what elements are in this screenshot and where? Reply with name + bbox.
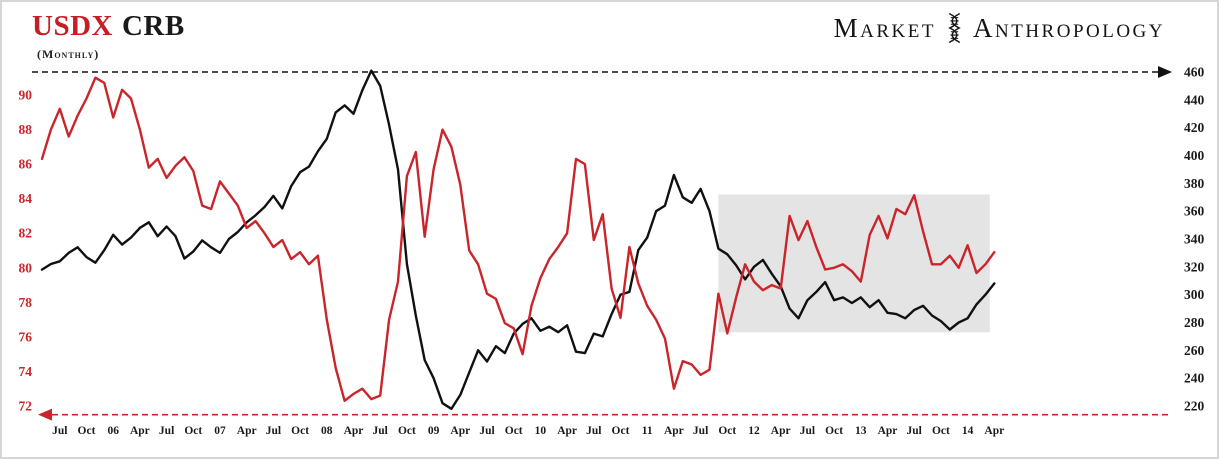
- right-axis-tick-label: 440: [1184, 92, 1205, 107]
- x-axis-tick-label: Apr: [664, 425, 684, 437]
- left-axis-tick-label: 90: [19, 88, 33, 103]
- left-axis-tick-label: 72: [19, 399, 33, 414]
- x-axis-tick-label: Oct: [612, 425, 630, 437]
- x-axis-tick-label: Jul: [266, 425, 281, 437]
- left-axis-tick-label: 80: [19, 260, 33, 275]
- x-axis-tick-label: Jul: [159, 425, 174, 437]
- x-axis-tick-label: Jul: [479, 425, 494, 437]
- left-axis-tick-label: 74: [19, 364, 33, 379]
- x-axis-tick-label: Oct: [184, 425, 202, 437]
- right-axis-tick-label: 260: [1184, 343, 1205, 358]
- x-axis-tick-label: Jul: [586, 425, 601, 437]
- x-axis-tick-label: Jul: [800, 425, 815, 437]
- x-axis-tick-label: Jul: [693, 425, 708, 437]
- x-axis-tick-label: 08: [321, 425, 333, 437]
- right-axis-tick-label: 340: [1184, 232, 1205, 247]
- x-axis-tick-label: Oct: [398, 425, 416, 437]
- x-axis-tick-label: 06: [107, 425, 119, 437]
- right-axis-tick-label: 280: [1184, 315, 1205, 330]
- x-axis-tick-label: Apr: [450, 425, 470, 437]
- consolidation-box: [718, 194, 990, 333]
- x-axis-tick-label: 14: [962, 425, 974, 437]
- brand-word-market: Market: [833, 12, 936, 43]
- left-axis-tick-label: 78: [19, 295, 33, 310]
- x-axis-tick-label: Apr: [878, 425, 898, 437]
- left-axis-tick-label: 82: [19, 226, 33, 241]
- left-axis-tick-label: 88: [19, 122, 33, 137]
- resistance-arrow-icon: [1158, 66, 1172, 78]
- left-axis-tick-label: 76: [19, 329, 33, 344]
- x-axis-tick-label: 11: [642, 425, 653, 437]
- left-axis-tick-label: 84: [19, 191, 33, 206]
- x-axis-tick-label: Oct: [291, 425, 309, 437]
- chart-title: USDX CRB: [32, 10, 185, 43]
- x-axis-tick-label: Jul: [52, 425, 67, 437]
- x-axis-tick-label: 13: [855, 425, 867, 437]
- right-axis-tick-label: 380: [1184, 176, 1205, 191]
- x-axis-tick-label: 10: [535, 425, 547, 437]
- x-axis-tick-label: Apr: [237, 425, 257, 437]
- x-axis-tick-label: Oct: [932, 425, 950, 437]
- x-axis-tick-label: Apr: [130, 425, 150, 437]
- right-axis-tick-label: 300: [1184, 287, 1205, 302]
- right-axis-tick-label: 420: [1184, 120, 1205, 135]
- brand-logo: Market Anthropology: [834, 12, 1165, 44]
- right-axis-tick-label: 320: [1184, 259, 1205, 274]
- x-axis-tick-label: 07: [214, 425, 226, 437]
- left-axis-tick-label: 86: [19, 157, 33, 172]
- x-axis-tick-label: Oct: [825, 425, 843, 437]
- right-axis-tick-label: 400: [1184, 148, 1205, 163]
- x-axis-tick-label: Oct: [718, 425, 736, 437]
- x-axis-tick-label: Apr: [344, 425, 364, 437]
- support-arrow-icon: [38, 408, 52, 421]
- x-axis-tick-label: Oct: [78, 425, 96, 437]
- x-axis-tick-label: 12: [748, 425, 760, 437]
- x-axis-tick-label: Jul: [373, 425, 388, 437]
- x-axis-tick-label: Oct: [505, 425, 523, 437]
- right-axis-tick-label: 460: [1184, 65, 1205, 80]
- dna-icon: [948, 13, 961, 43]
- x-axis-tick-label: Jul: [907, 425, 922, 437]
- x-axis-tick-label: 09: [428, 425, 440, 437]
- right-axis-tick-label: 360: [1184, 204, 1205, 219]
- title-crb: CRB: [121, 10, 185, 42]
- brand-word-anthropology: Anthropology: [973, 12, 1165, 43]
- crb-line: [40, 69, 996, 410]
- right-axis-tick-label: 240: [1184, 371, 1205, 386]
- title-usdx: USDX: [32, 10, 113, 42]
- right-axis-tick-label: 220: [1184, 399, 1205, 414]
- x-axis-tick-label: Apr: [984, 425, 1004, 437]
- chart-subtitle: (Monthly): [37, 47, 100, 61]
- usdx-line: [40, 76, 996, 402]
- x-axis-tick-label: Apr: [557, 425, 577, 437]
- x-axis-tick-label: Apr: [771, 425, 791, 437]
